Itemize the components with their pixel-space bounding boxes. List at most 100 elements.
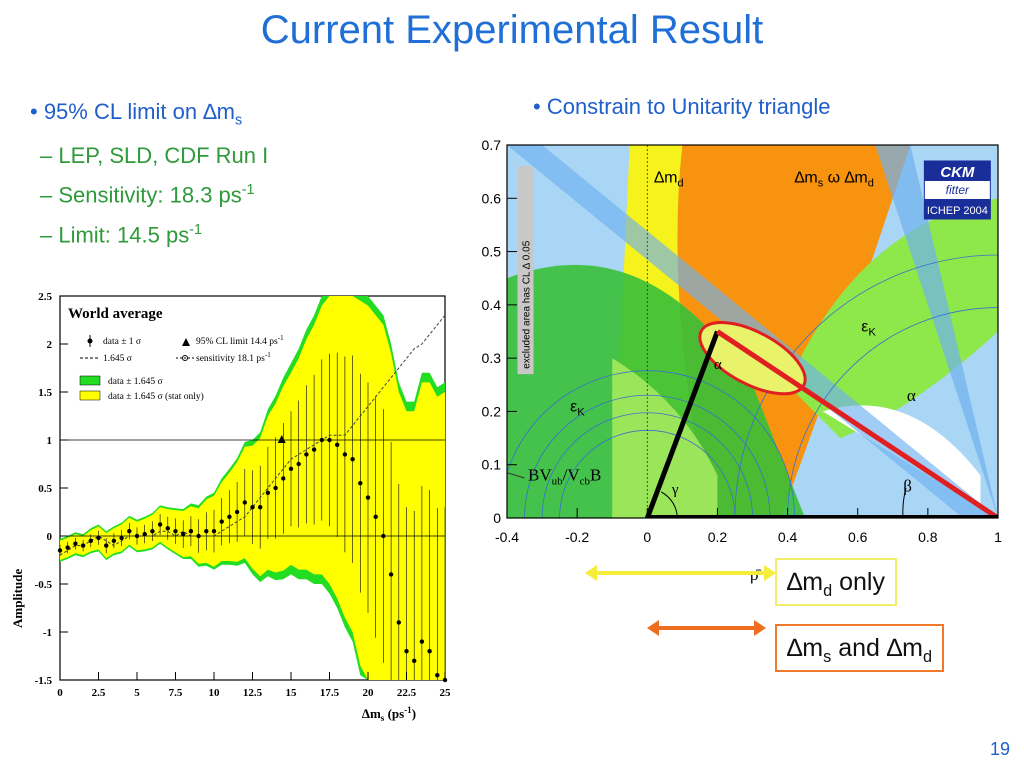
data-point: [319, 437, 324, 443]
legend-sensitivity: sensitivity 18.1 ps-1: [196, 351, 271, 364]
orange-arrowhead-right: [754, 620, 766, 636]
ckm-logo-footer: [924, 198, 991, 219]
box1-sub: d: [823, 582, 833, 600]
bv-sub2: cb: [580, 476, 591, 488]
left-bullets: • 95% CL limit on ∆ms – LEP, SLD, CDF Ru…: [30, 94, 268, 252]
ann-chart_data.1.annotations.epsK_left: εK: [570, 398, 585, 418]
ann-beta: β: [903, 476, 912, 495]
data-point: [211, 529, 217, 534]
data-point: [419, 639, 425, 644]
data-point: [358, 481, 363, 486]
data-point: [165, 526, 170, 531]
box2-sym2: ∆m: [886, 634, 923, 662]
sub-bullet-text: – LEP, SLD, CDF Run I: [40, 143, 269, 169]
ann-sub2: d: [868, 177, 874, 189]
triangle-side-right: [716, 329, 998, 518]
x-tick-label: 7.5: [169, 687, 183, 699]
ann-chart_data.1.annotations.epsK_top: εK: [861, 319, 876, 339]
x-tick-label: 0: [57, 687, 63, 699]
dms-dmd-box: ∆ms and ∆md: [775, 624, 945, 672]
ut-x-tick-label: 0: [643, 529, 651, 545]
ut-x-tick-label: 0.2: [708, 529, 728, 545]
ckm-logo-event: ICHEP 2004: [927, 205, 988, 217]
limit-triangle: [277, 435, 286, 443]
bullet-main-sym: ∆m: [203, 99, 235, 124]
data-point: [80, 543, 86, 548]
legend-band-green: data ± 1.645 σ: [108, 377, 163, 387]
data-point: [350, 457, 355, 462]
x-tick-label: 15: [286, 687, 298, 699]
data-point: [404, 649, 409, 654]
data-point: [381, 533, 386, 539]
ut-y-tick-label: 0.7: [482, 137, 502, 153]
bv-pre: BV: [528, 466, 552, 485]
ann-chart_data.1.annotations.dmd: ∆md: [654, 169, 683, 189]
data-point: [288, 466, 294, 471]
ut-y-tick-label: 0: [493, 510, 501, 526]
legend-open-circle-icon: [182, 355, 188, 361]
box2-sym1: ∆m: [787, 634, 824, 662]
ut-frame: [506, 144, 999, 519]
triangle-side-left: [644, 330, 720, 518]
data-point: [111, 538, 117, 543]
data-point: [281, 476, 286, 481]
bv-sub1: ub: [552, 476, 564, 488]
x-tick-label: 12.5: [243, 687, 263, 699]
data-point: [311, 447, 317, 452]
data-point: [296, 461, 301, 467]
ut-x-tick-label: -0.2: [565, 529, 589, 545]
data-point: [258, 505, 263, 510]
data-point: [204, 529, 209, 534]
amplitude-plot-area: 0 2.5 5 7.5 10 12.5 15 17.5 20 22.5 25-1.5-1-0.500…: [35, 291, 451, 699]
data-point: [304, 452, 309, 457]
ann-sym2: ∆m: [845, 169, 868, 186]
ann-sym: ε: [861, 319, 868, 336]
data-point: [157, 522, 163, 527]
ut-x-tick-label: -0.4: [495, 529, 519, 545]
yellow-arrowhead-left: [585, 565, 597, 581]
ann-alpha: α: [907, 386, 916, 405]
y-tick-label: 2: [47, 339, 53, 351]
data-point: [273, 485, 278, 491]
data-point: [65, 545, 70, 550]
ut-y-tick-label: 0.3: [482, 350, 502, 366]
data-point: [365, 495, 371, 500]
data-point: [188, 529, 194, 534]
amplitude-ylabel: Amplitude: [10, 569, 25, 628]
data-point: [227, 514, 232, 519]
data-point: [119, 535, 124, 541]
data-point: [57, 548, 63, 553]
sub-bullet-text: – Limit: 14.5 ps: [40, 222, 190, 248]
gamma-arc: [661, 491, 678, 518]
data-point: [173, 529, 178, 534]
y-tick-label: 0.5: [38, 483, 52, 495]
y-tick-label: 2.5: [38, 291, 52, 303]
data-point: [73, 541, 78, 546]
ut-y-tick-label: 0.6: [482, 190, 502, 206]
epsk-lightgreen-region: [612, 358, 718, 518]
y-tick-label: -1.5: [35, 675, 53, 687]
box1-sym: ∆m: [787, 568, 824, 596]
data-point: [342, 452, 348, 457]
ut-x-tick-label: 1: [994, 529, 1002, 545]
sub-bullet-limit: – Limit: 14.5 ps-1: [30, 213, 268, 252]
y-tick-label: -1: [43, 627, 52, 639]
x-tick-label: 17.5: [320, 687, 340, 699]
data-point: [234, 509, 240, 515]
data-point: [412, 658, 417, 663]
x-tick-label: 25: [440, 687, 452, 699]
ann-sym: ∆m: [795, 169, 818, 186]
bullet-limit: • 95% CL limit on ∆ms: [30, 94, 268, 138]
data-point: [265, 490, 271, 495]
ut-red-contour: [698, 321, 807, 396]
legend-green-swatch: [79, 375, 101, 386]
y-tick-label: -0.5: [35, 579, 53, 591]
y-tick-label: 0: [47, 531, 53, 543]
ann-dmsdmd: ∆ms ω ∆md: [795, 169, 874, 189]
sub-bullet-experiments: – LEP, SLD, CDF Run I: [30, 138, 268, 173]
legend-1645sigma: 1.645 σ: [103, 354, 132, 364]
ut-y-tick-label: 0.1: [482, 457, 502, 473]
beta-band-steep: [875, 145, 998, 518]
